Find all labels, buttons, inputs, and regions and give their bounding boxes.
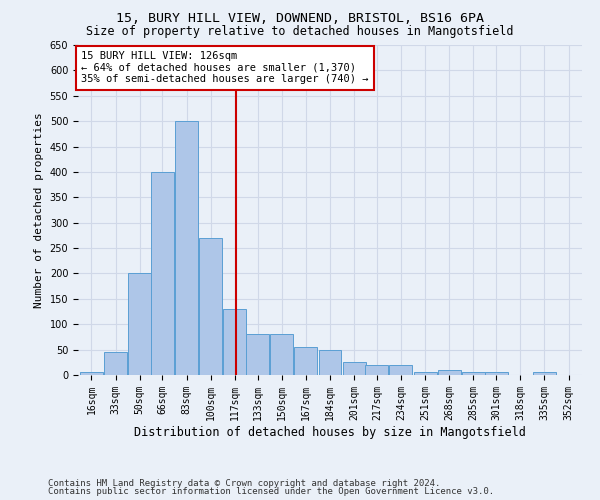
- Bar: [365, 365, 388, 375]
- Bar: [389, 365, 412, 375]
- Y-axis label: Number of detached properties: Number of detached properties: [34, 112, 44, 308]
- Bar: [533, 372, 556, 375]
- Bar: [462, 372, 485, 375]
- Bar: [80, 372, 103, 375]
- Bar: [175, 121, 198, 375]
- Bar: [485, 372, 508, 375]
- Bar: [246, 334, 269, 375]
- Bar: [223, 309, 247, 375]
- X-axis label: Distribution of detached houses by size in Mangotsfield: Distribution of detached houses by size …: [134, 426, 526, 438]
- Text: Contains public sector information licensed under the Open Government Licence v3: Contains public sector information licen…: [48, 487, 494, 496]
- Bar: [413, 372, 437, 375]
- Bar: [104, 352, 127, 375]
- Text: 15 BURY HILL VIEW: 126sqm
← 64% of detached houses are smaller (1,370)
35% of se: 15 BURY HILL VIEW: 126sqm ← 64% of detac…: [81, 51, 368, 84]
- Text: Size of property relative to detached houses in Mangotsfield: Size of property relative to detached ho…: [86, 25, 514, 38]
- Bar: [438, 370, 461, 375]
- Bar: [319, 350, 341, 375]
- Text: Contains HM Land Registry data © Crown copyright and database right 2024.: Contains HM Land Registry data © Crown c…: [48, 478, 440, 488]
- Bar: [199, 238, 222, 375]
- Bar: [151, 172, 174, 375]
- Bar: [295, 347, 317, 375]
- Text: 15, BURY HILL VIEW, DOWNEND, BRISTOL, BS16 6PA: 15, BURY HILL VIEW, DOWNEND, BRISTOL, BS…: [116, 12, 484, 26]
- Bar: [343, 362, 365, 375]
- Bar: [128, 274, 151, 375]
- Bar: [270, 334, 293, 375]
